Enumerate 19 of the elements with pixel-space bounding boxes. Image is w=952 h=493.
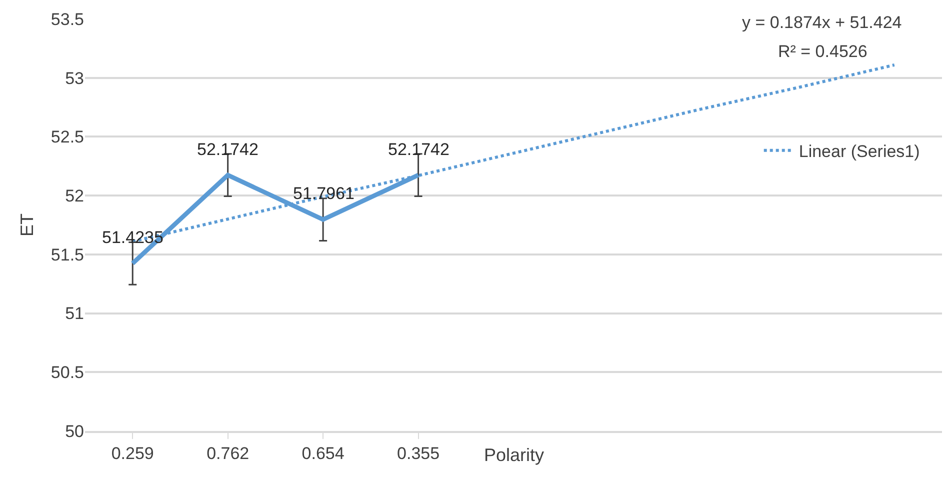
x-tick-label: 0.762 <box>206 444 250 464</box>
y-tick-label: 50 <box>65 422 84 441</box>
x-tick-label: 0.259 <box>111 444 154 464</box>
y-tick-label: 50.5 <box>50 363 84 382</box>
annotation: R² = 0.4526 <box>778 42 868 61</box>
annotation: y = 0.1874x + 51.424 <box>742 13 902 32</box>
y-tick-label: 53.5 <box>50 10 84 29</box>
x-tick-label: 0.355 <box>397 444 440 464</box>
legend-label: Linear (Series1) <box>798 142 920 162</box>
y-tick-label: 52 <box>65 186 84 206</box>
y-axis-title: ET <box>17 213 38 237</box>
y-tick-label: 52.5 <box>50 128 84 147</box>
x-tick-label: 0.654 <box>302 444 344 464</box>
x-axis-title: Polarity <box>484 445 544 465</box>
y-tick-label: 53 <box>65 68 84 88</box>
data-label: 52.1742 <box>388 140 450 159</box>
y-tick-label: 51.5 <box>50 245 84 264</box>
data-label: 52.1742 <box>197 140 258 159</box>
y-tick-label: 51 <box>65 304 84 324</box>
